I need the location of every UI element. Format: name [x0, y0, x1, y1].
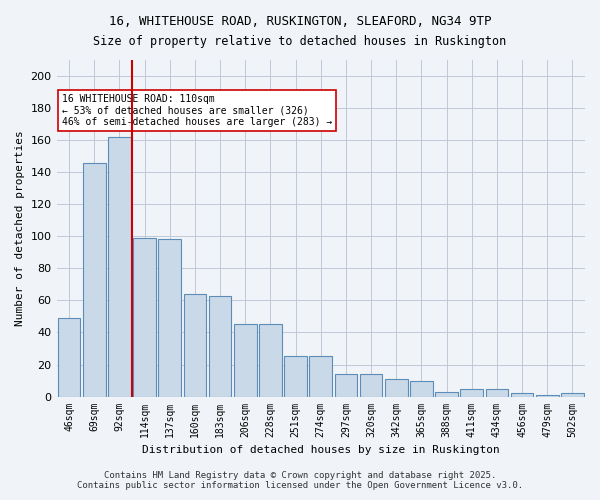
Bar: [158, 240, 181, 396]
Bar: [284, 356, 307, 397]
Text: Size of property relative to detached houses in Ruskington: Size of property relative to detached ho…: [94, 35, 506, 48]
X-axis label: Distribution of detached houses by size in Ruskington: Distribution of detached houses by size …: [142, 445, 500, 455]
Bar: [310, 356, 332, 397]
Y-axis label: Number of detached properties: Number of detached properties: [15, 130, 25, 326]
Bar: [83, 162, 106, 396]
Bar: [410, 380, 433, 396]
Bar: [58, 318, 80, 396]
Text: 16, WHITEHOUSE ROAD, RUSKINGTON, SLEAFORD, NG34 9TP: 16, WHITEHOUSE ROAD, RUSKINGTON, SLEAFOR…: [109, 15, 491, 28]
Bar: [561, 394, 584, 396]
Bar: [133, 238, 156, 396]
Bar: [435, 392, 458, 396]
Bar: [234, 324, 257, 396]
Text: Contains HM Land Registry data © Crown copyright and database right 2025.
Contai: Contains HM Land Registry data © Crown c…: [77, 470, 523, 490]
Bar: [184, 294, 206, 396]
Bar: [360, 374, 382, 396]
Bar: [108, 137, 131, 396]
Bar: [511, 394, 533, 396]
Bar: [536, 395, 559, 396]
Bar: [460, 388, 483, 396]
Bar: [485, 388, 508, 396]
Bar: [335, 374, 357, 396]
Bar: [259, 324, 282, 396]
Bar: [209, 296, 232, 396]
Text: 16 WHITEHOUSE ROAD: 110sqm
← 53% of detached houses are smaller (326)
46% of sem: 16 WHITEHOUSE ROAD: 110sqm ← 53% of deta…: [62, 94, 332, 127]
Bar: [385, 379, 407, 396]
